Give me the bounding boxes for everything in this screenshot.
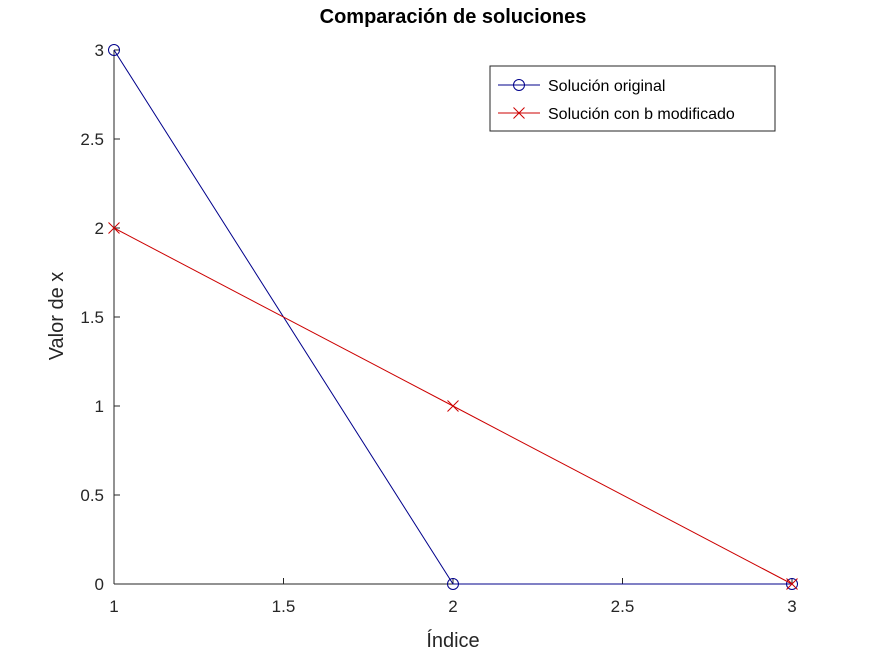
legend-box — [489, 65, 776, 132]
plot-axes: 1 1.5 2 2.5 3 0 0.5 1 1.5 2 2.5 3 — [80, 41, 796, 616]
data-point — [786, 578, 798, 590]
data-point — [108, 222, 120, 234]
x-tick-label: 2 — [448, 597, 457, 616]
data-point — [786, 578, 798, 590]
x-tick-label: 1 — [109, 597, 118, 616]
y-tick-label: 2 — [95, 219, 104, 238]
x-axis-label: Índice — [426, 629, 479, 652]
y-axis-label: Valor de x — [46, 272, 68, 361]
x-tick-label: 1.5 — [272, 597, 296, 616]
y-tick-label: 0 — [95, 575, 104, 594]
legend-marker — [513, 107, 525, 119]
legend-label: Solución con b modificado — [548, 106, 735, 123]
y-tick-label: 0.5 — [80, 486, 104, 505]
data-point — [447, 578, 459, 590]
data-point — [108, 44, 120, 56]
legend-label: Solución original — [548, 78, 665, 95]
y-tick-label: 3 — [95, 41, 104, 60]
y-tick-label: 2.5 — [80, 130, 104, 149]
y-tick-label: 1 — [95, 397, 104, 416]
x-tick-label: 2.5 — [611, 597, 635, 616]
y-tick-label: 1.5 — [80, 308, 104, 327]
data-point — [447, 400, 459, 412]
series-line-1 — [113, 49, 792, 585]
legend-marker — [513, 79, 525, 91]
chart-title: Comparación de soluciones — [320, 6, 587, 28]
legend: Solución original Solución con b modifica… — [489, 65, 776, 132]
plot-marks — [108, 44, 798, 590]
x-tick-label: 3 — [787, 597, 796, 616]
